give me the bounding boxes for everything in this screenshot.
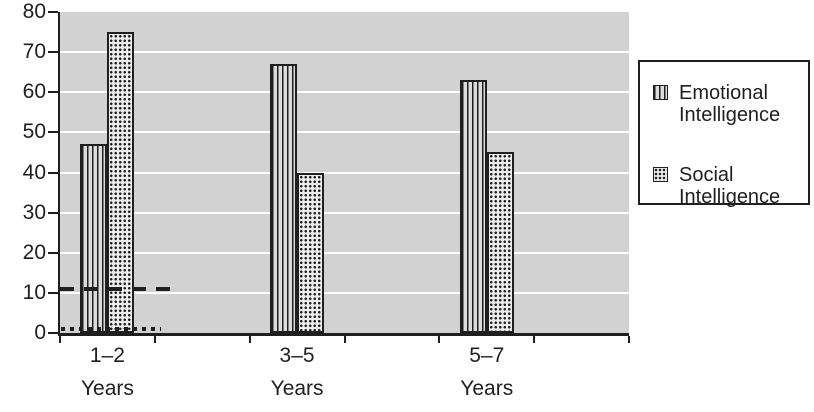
- x-axis-tick: [343, 336, 346, 343]
- bar-emotional-intelligence: [270, 64, 298, 333]
- y-axis-label: 10: [22, 280, 46, 304]
- category-range-text: 1–2: [89, 344, 125, 367]
- x-axis-tick: [438, 336, 441, 343]
- y-axis-tick: [48, 251, 58, 254]
- gridline: [60, 211, 629, 214]
- x-axis-category-label: 1–2 Years: [81, 344, 134, 400]
- x-axis-tick: [533, 336, 536, 343]
- y-axis-tick: [48, 332, 58, 334]
- y-axis-tick: [48, 171, 58, 174]
- y-axis-label: 80: [22, 0, 46, 23]
- y-axis-tick: [48, 51, 58, 54]
- y-axis-label: 60: [22, 80, 46, 104]
- category-years-text: Years: [460, 377, 514, 400]
- y-axis-label: 20: [22, 240, 46, 264]
- x-axis-tick: [628, 336, 630, 343]
- y-axis-tick: [48, 11, 58, 13]
- gridline: [60, 131, 629, 134]
- dotted-line-mark: [61, 327, 162, 331]
- x-axis-tick: [59, 336, 61, 343]
- vertical-stripes-swatch-icon: [653, 85, 668, 100]
- y-axis-label: 0: [34, 321, 46, 344]
- gridline: [60, 251, 629, 254]
- y-axis-tick: [48, 291, 58, 294]
- gridline: [60, 51, 629, 54]
- y-axis-tick: [48, 131, 58, 134]
- bar-emotional-intelligence: [80, 144, 108, 333]
- gridline: [60, 91, 629, 94]
- category-range-text: 5–7: [469, 344, 505, 367]
- y-axis-tick: [48, 211, 58, 214]
- x-axis-tick: [153, 336, 156, 343]
- category-years-text: Years: [80, 377, 134, 400]
- y-axis-label: 30: [22, 200, 46, 224]
- bar-social-intelligence: [486, 152, 514, 333]
- y-axis-label: 70: [22, 40, 46, 64]
- legend-label-emotional-intelligence: Emotional Intelligence: [679, 82, 781, 126]
- x-axis-category-label: 5–7 Years: [460, 344, 513, 400]
- legend-item-emotional-intelligence: Emotional Intelligence: [653, 82, 808, 126]
- x-axis-category-label: 3–5 Years: [271, 344, 324, 400]
- category-range-text: 3–5: [279, 344, 315, 367]
- dot-grid-swatch-icon: [653, 167, 668, 182]
- bar-social-intelligence: [297, 172, 325, 333]
- x-axis-tick: [248, 336, 251, 343]
- bar-emotional-intelligence: [459, 80, 487, 333]
- bar-social-intelligence: [107, 32, 135, 333]
- category-years-text: Years: [270, 377, 324, 400]
- legend-label-social-intelligence: Social Intelligence: [679, 164, 781, 208]
- dashed-line-mark: [60, 286, 173, 291]
- gridline: [60, 171, 629, 174]
- y-axis-label: 40: [22, 160, 46, 184]
- plot-area: [48, 11, 630, 343]
- legend-item-social-intelligence: Social Intelligence: [653, 164, 808, 208]
- gridline: [60, 291, 629, 294]
- y-axis-label: 50: [22, 120, 46, 144]
- y-axis-tick: [48, 91, 58, 94]
- legend: Emotional Intelligence Social Intelligen…: [638, 60, 810, 208]
